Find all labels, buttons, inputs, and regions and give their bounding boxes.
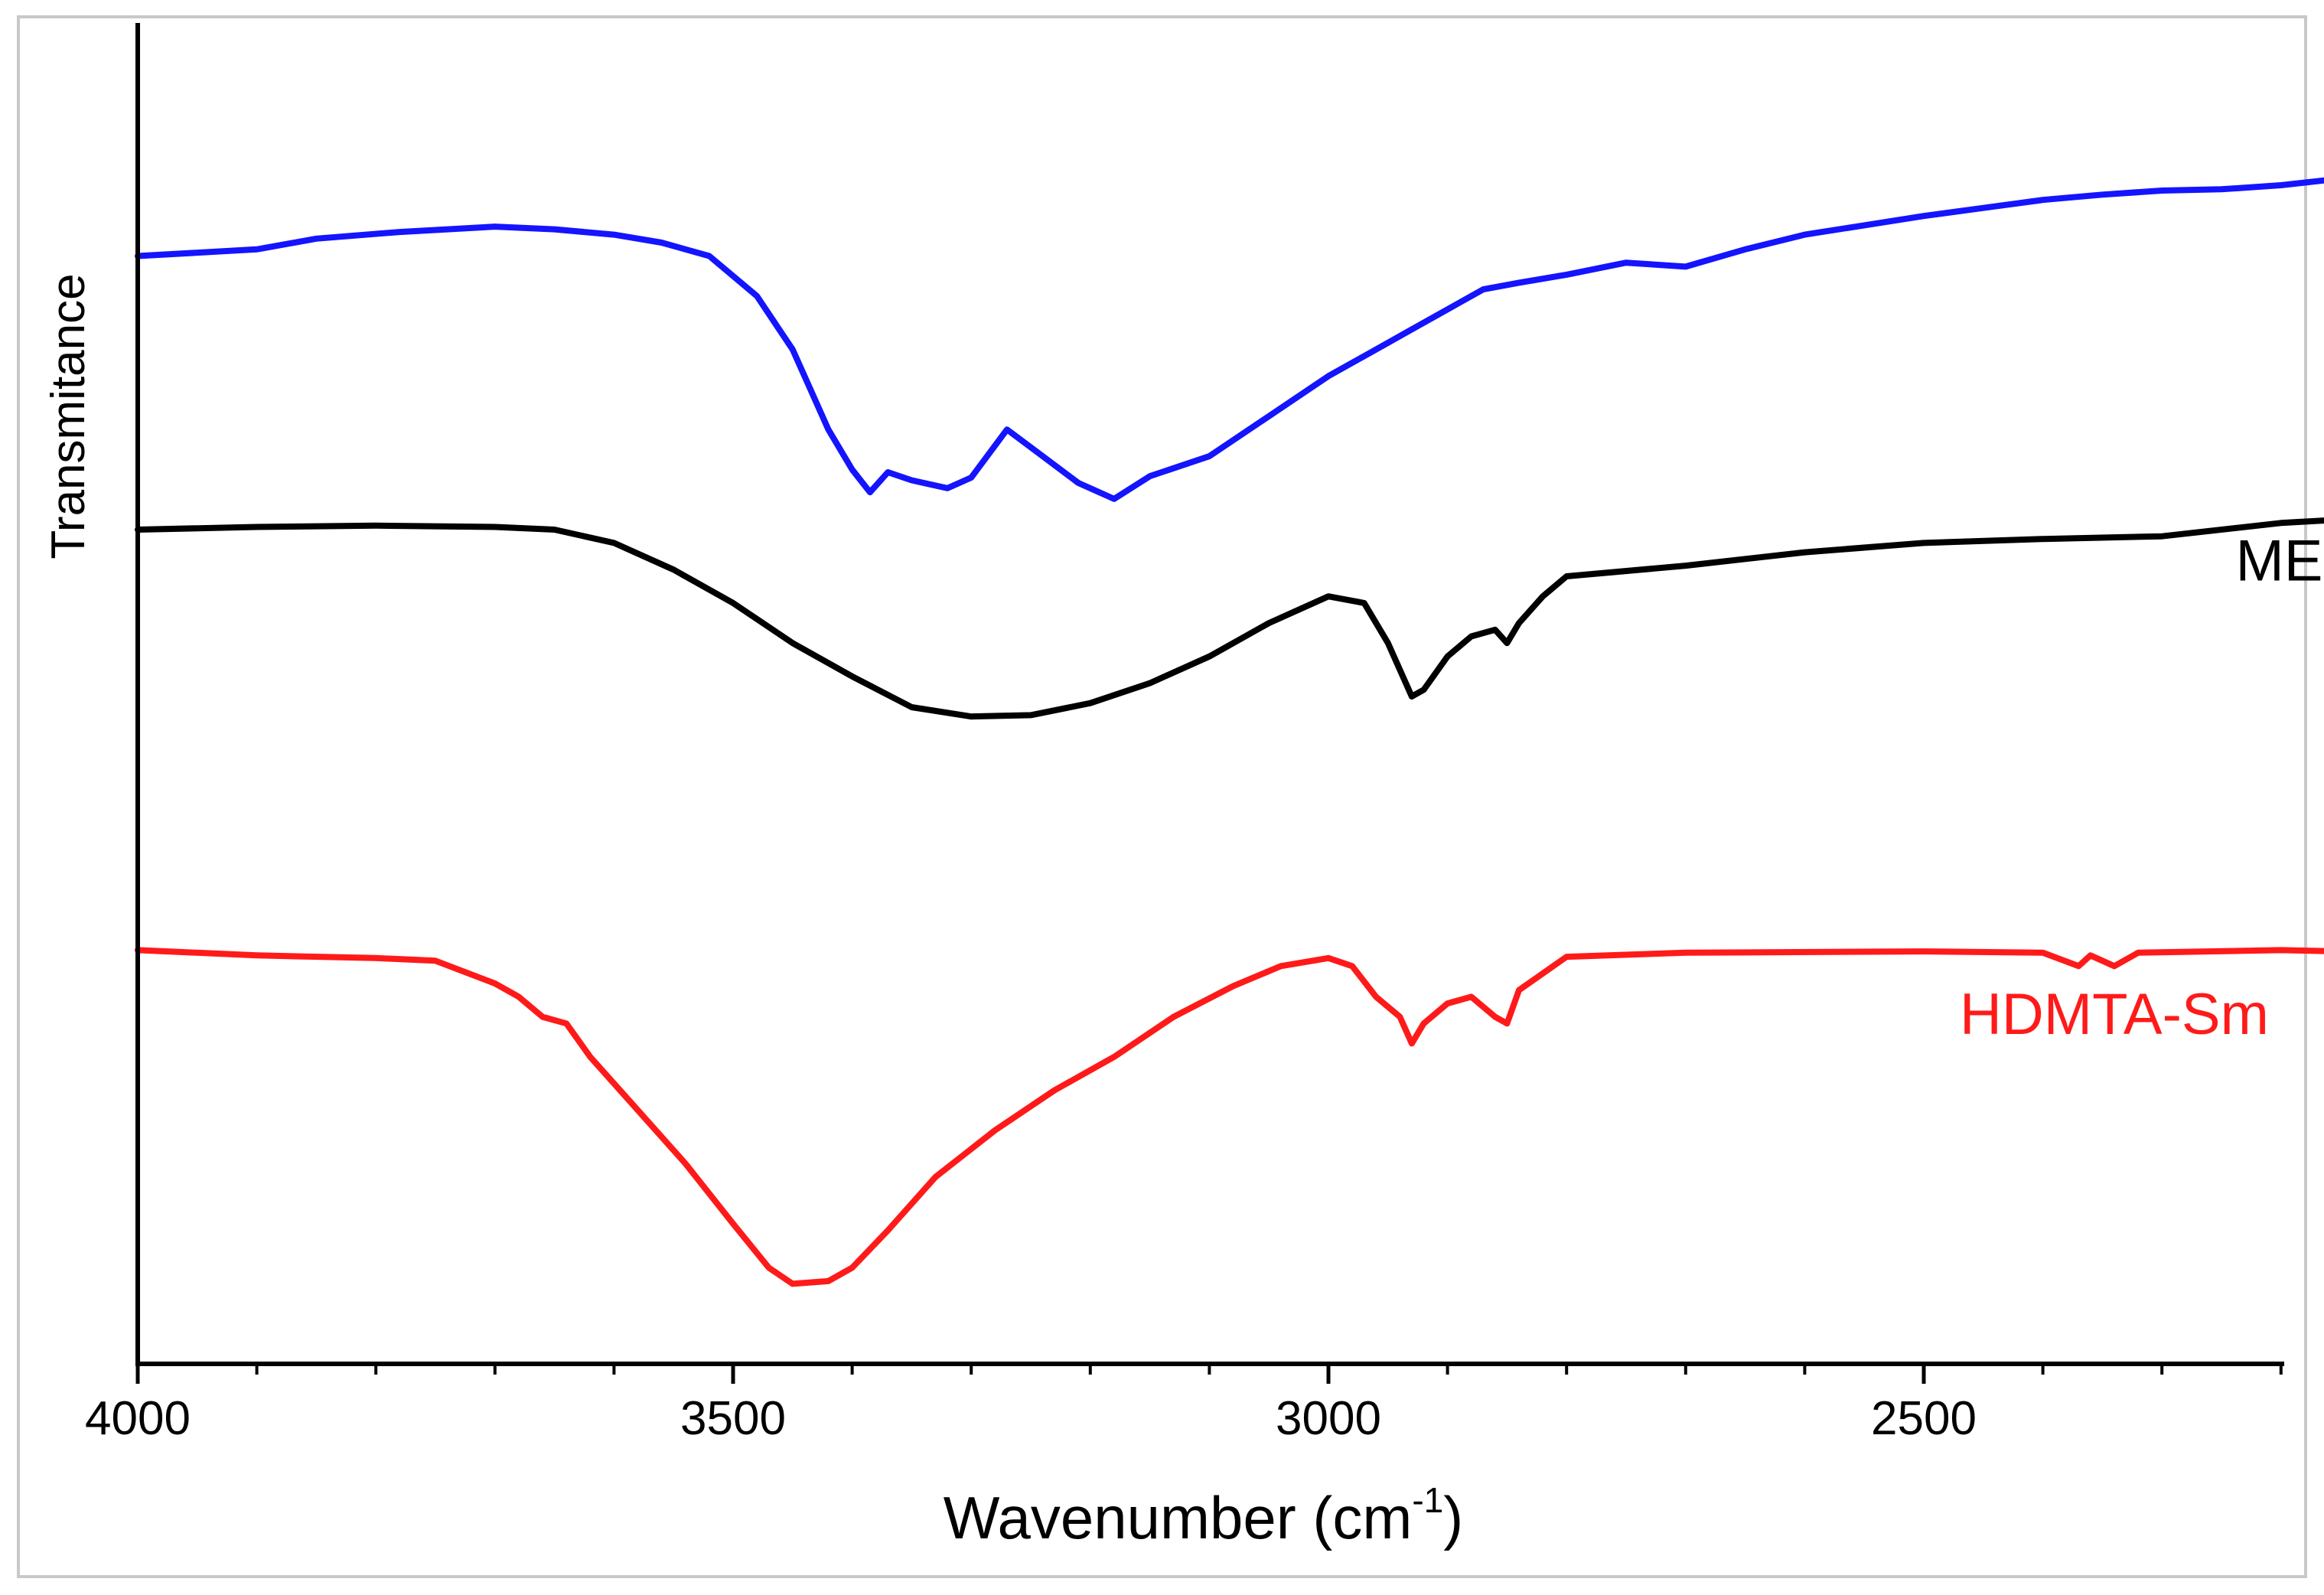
series-label-layer: METMET/HDMTA-SmHDMTA-Sm — [1960, 528, 2324, 1047]
series-line-met-hdmta-sm — [135, 517, 2324, 720]
series-line-hdmta-sm — [135, 947, 2324, 1287]
x-axis-title-superscript: -1 — [1412, 1480, 1443, 1520]
series-label-hdmta-sm: HDMTA-Sm — [1960, 982, 2269, 1047]
x-tick-label: 2500 — [1871, 1392, 1977, 1445]
x-tick-label: 3000 — [1276, 1392, 1381, 1445]
figure-frame — [17, 15, 2307, 1578]
y-axis-title: Transmitance — [42, 273, 95, 559]
x-tick-layer: 4000350030002500200015001000500 — [85, 1364, 2283, 1445]
axis-layer: 4000350030002500200015001000500 — [85, 23, 2284, 1445]
x-axis-title: Wavenumber (cm-1) — [944, 1480, 1463, 1551]
series-line-met — [135, 177, 2324, 502]
series-layer — [135, 177, 2324, 1287]
series-label-met-hdmta-sm: MET/HDMTA-Sm — [2235, 528, 2324, 593]
x-tick-label: 4000 — [85, 1392, 191, 1445]
x-axis-title-main: Wavenumber (cm — [944, 1484, 1413, 1551]
x-axis-title-close: ) — [1443, 1484, 1463, 1551]
x-tick-label: 3500 — [680, 1392, 786, 1445]
